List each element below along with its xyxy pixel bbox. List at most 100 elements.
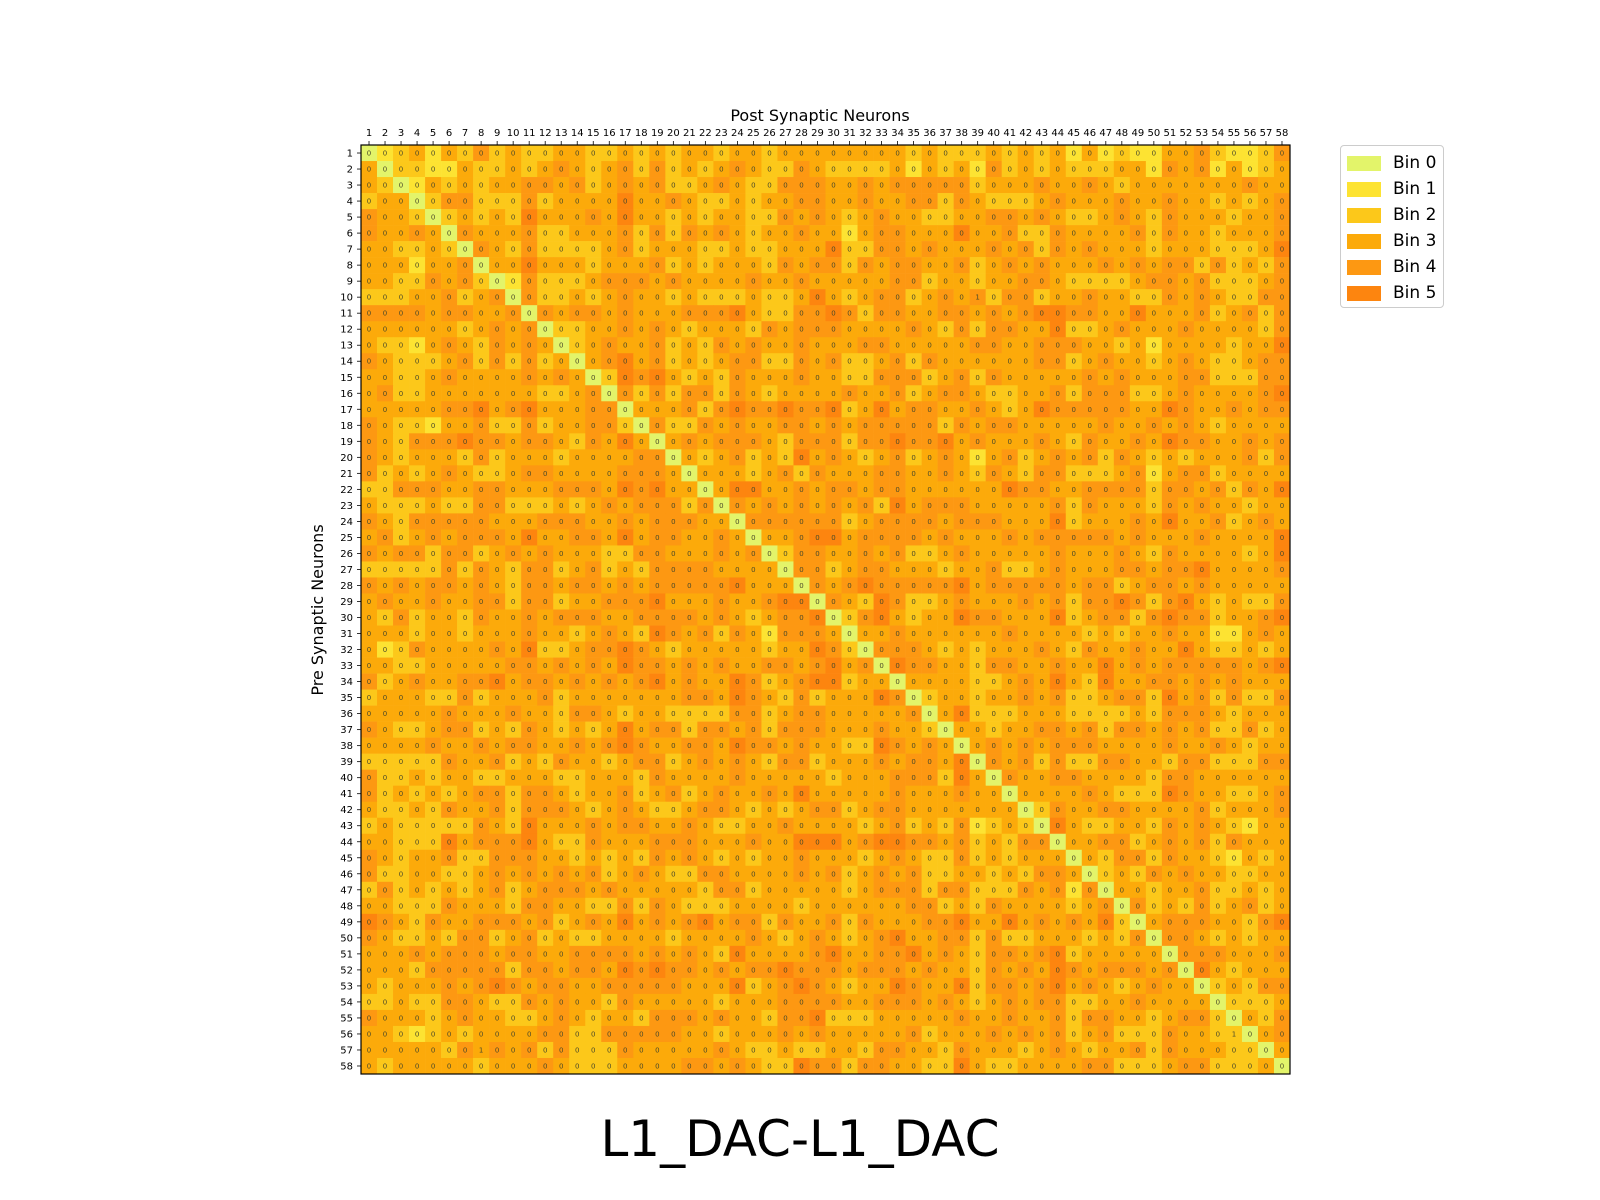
heatmap-cell: [665, 193, 682, 210]
heatmap-cell-label: 0: [479, 486, 483, 494]
heatmap-cell: [489, 161, 506, 178]
heatmap-cell-label: 0: [911, 246, 915, 254]
heatmap-cell-label: 0: [1232, 262, 1236, 270]
heatmap-cell-label: 0: [1007, 198, 1011, 206]
heatmap-cell-label: 0: [815, 470, 819, 478]
heatmap-cell: [857, 161, 874, 178]
heatmap-cell: [649, 241, 666, 258]
heatmap-cell: [537, 305, 554, 322]
heatmap-cell-label: 0: [575, 454, 579, 462]
heatmap-cell: [889, 273, 906, 290]
heatmap-cell-label: 0: [463, 390, 467, 398]
heatmap-cell-label: 0: [687, 550, 691, 558]
heatmap-cell-label: 0: [367, 550, 371, 558]
heatmap-cell: [761, 337, 778, 354]
heatmap-cell-label: 0: [1072, 470, 1076, 478]
heatmap-cell-label: 0: [1120, 518, 1124, 526]
heatmap-cell: [1257, 177, 1275, 194]
heatmap-cell-label: 0: [735, 262, 739, 270]
heatmap-cell-label: 0: [847, 182, 851, 190]
heatmap-cell-label: 0: [559, 470, 563, 478]
heatmap-cell-label: 0: [1248, 278, 1252, 286]
heatmap-cell-label: 0: [1232, 390, 1236, 398]
heatmap-cell-label: 0: [719, 358, 723, 366]
heatmap-cell: [1209, 273, 1227, 290]
heatmap-cell-label: 0: [767, 262, 771, 270]
heatmap-cell-label: 0: [1023, 454, 1027, 462]
heatmap-cell-label: 0: [799, 374, 803, 382]
heatmap-cell: [937, 321, 954, 338]
heatmap-cell-label: 0: [815, 150, 819, 158]
heatmap-cell-label: 0: [831, 470, 835, 478]
heatmap-cell-label: 0: [751, 566, 755, 574]
heatmap-cell: [473, 289, 490, 306]
heatmap-cell-label: 0: [1232, 438, 1236, 446]
heatmap-cell-label: 0: [671, 438, 675, 446]
heatmap-cell-label: 0: [415, 358, 419, 366]
heatmap-cell: [1161, 321, 1179, 338]
heatmap-cell-label: 0: [447, 342, 451, 350]
heatmap-cell: [665, 241, 682, 258]
heatmap-cell: [409, 289, 426, 306]
heatmap-cell: [1081, 177, 1099, 194]
heatmap-cell: [761, 273, 778, 290]
heatmap-cell: [921, 353, 938, 370]
heatmap-cell-label: 0: [975, 502, 979, 510]
heatmap-cell: [585, 209, 602, 226]
heatmap-cell-label: 0: [495, 262, 499, 270]
heatmap-cell: [1145, 337, 1163, 354]
heatmap-cell: [873, 209, 890, 226]
heatmap-cell: [1193, 161, 1211, 178]
heatmap-cell: [633, 305, 650, 322]
heatmap-cell: [1033, 369, 1051, 386]
heatmap-cell: [1033, 353, 1051, 370]
heatmap-cell-label: 0: [431, 166, 435, 174]
heatmap-cell-label: 0: [879, 534, 883, 542]
heatmap-cell-label: 0: [1056, 326, 1060, 334]
heatmap-cell-label: 0: [463, 342, 467, 350]
heatmap-cell-label: 0: [1280, 246, 1284, 254]
heatmap-cell: [729, 385, 746, 402]
heatmap-cell: [985, 273, 1002, 290]
heatmap-cell: [825, 209, 842, 226]
heatmap-cell-label: 0: [479, 246, 483, 254]
heatmap-cell: [1241, 145, 1259, 162]
heatmap-cell-label: 0: [431, 374, 435, 382]
heatmap-cell-label: 0: [575, 310, 579, 318]
heatmap-cell-label: 0: [1039, 294, 1043, 302]
heatmap-cell-label: 0: [1023, 518, 1027, 526]
heatmap-cell: [1033, 385, 1051, 402]
heatmap-cell: [745, 353, 762, 370]
heatmap-cell-label: 0: [847, 214, 851, 222]
heatmap-cell-label: 0: [623, 518, 627, 526]
heatmap-cell-label: 0: [975, 326, 979, 334]
heatmap-cell-label: 0: [1280, 534, 1284, 542]
heatmap-cell-label: 0: [1248, 182, 1252, 190]
heatmap-cell-label: 0: [1200, 406, 1204, 414]
heatmap-cell: [377, 321, 394, 338]
heatmap-cell-label: 0: [1152, 214, 1156, 222]
heatmap-cell-label: 0: [1088, 278, 1092, 286]
heatmap-cell-label: 0: [975, 518, 979, 526]
heatmap-cell-label: 0: [1264, 182, 1268, 190]
heatmap-cell: [361, 353, 378, 370]
heatmap-cell: [953, 257, 970, 274]
heatmap-cell-label: 0: [927, 486, 931, 494]
heatmap-cell-label: 0: [671, 534, 675, 542]
heatmap-cell-label: 0: [399, 326, 403, 334]
heatmap-cell-label: 0: [911, 502, 915, 510]
heatmap-cell-label: 0: [1056, 310, 1060, 318]
heatmap-cell-label: 0: [831, 150, 835, 158]
heatmap-cell-label: 0: [687, 566, 691, 574]
heatmap-cell-label: 0: [591, 358, 595, 366]
heatmap-cell-label: 0: [591, 278, 595, 286]
heatmap-cell-label: 0: [511, 534, 515, 542]
heatmap-cell-label: 0: [751, 502, 755, 510]
heatmap-cell-label: 0: [511, 310, 515, 318]
heatmap-cell-label: 0: [1184, 566, 1188, 574]
heatmap-cell: [921, 321, 938, 338]
heatmap-cell: [601, 257, 618, 274]
heatmap-cell-label: 0: [623, 310, 627, 318]
heatmap-cell: [1113, 177, 1131, 194]
heatmap-cell-label: 0: [511, 470, 515, 478]
